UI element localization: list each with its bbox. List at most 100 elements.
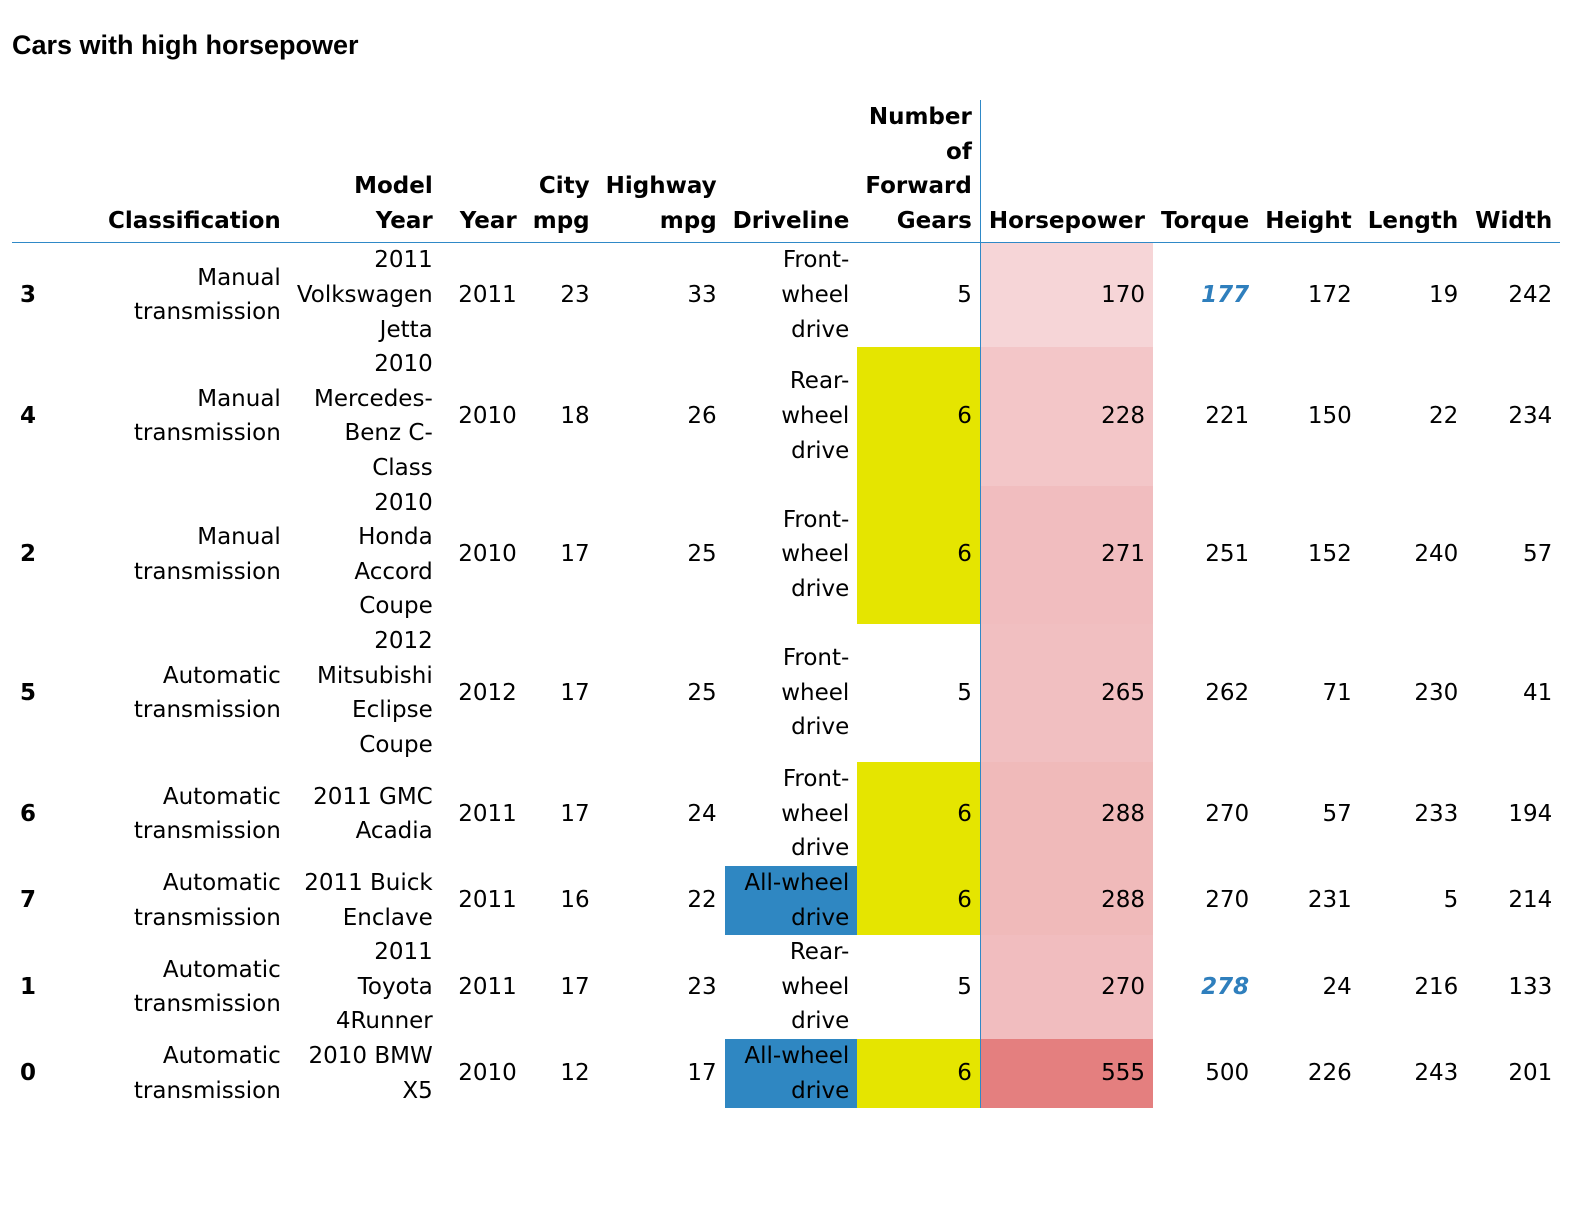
cell-year: 2011 [458,800,517,827]
table-row: 7 Automatic transmission 2011 Buick Enclav… [12,866,1560,936]
column-header-gears: Number of Forward Gears [857,100,981,244]
cell-highway-mpg: 23 [687,973,717,1000]
cell-gears: 6 [857,866,981,936]
cell-highway-mpg: 24 [687,800,717,827]
cell-model-year: 2011 Toyota 4Runner [335,939,433,1035]
cell-highway-mpg: 25 [687,679,717,706]
cell-year: 2012 [458,679,517,706]
column-header-height: Height [1257,100,1360,244]
cell-torque: 221 [1205,403,1250,430]
cell-horsepower: 288 [979,762,1153,867]
cell-torque: 177 [1153,243,1257,347]
column-header-classification: Classification [100,100,289,244]
row-index: 2 [20,541,37,568]
column-header-highway-mpg: Highway mpg [597,100,725,244]
cell-model-year: 2011 Buick Enclave [304,870,433,931]
cell-driveline: Front-wheel drive [781,506,850,603]
cell-gears: 6 [857,347,981,486]
cell-length: 240 [1414,541,1459,568]
cell-classification: Manual transmission [133,524,281,585]
cell-city-mpg: 23 [560,281,590,308]
table-row: 6 Automatic transmission 2011 GMC Acadia 20… [12,762,1560,867]
column-header-city-mpg: City mpg [524,100,598,244]
cell-horsepower: 265 [979,623,1153,763]
column-header-width: Width [1466,100,1561,244]
cell-height: 24 [1322,973,1352,1000]
cell-classification: Manual transmission [133,264,281,326]
column-header-model-year: Model Year [288,100,441,244]
cell-torque: 270 [1205,800,1250,827]
cell-model-year: 2010 BMW X5 [308,1043,433,1104]
cell-year: 2010 [458,403,517,430]
cell-torque: 270 [1205,887,1250,914]
cell-city-mpg: 17 [560,679,590,706]
table-row: 1 Automatic transmission 2011 Toyota 4Runn… [12,935,1560,1040]
row-index: 4 [20,403,37,430]
row-index: 1 [20,973,37,1000]
column-header-index [12,100,100,244]
cell-gears: 6 [857,1039,981,1109]
table-row: 3 Manual transmission 2011 Volkswagen Jett… [12,242,1560,348]
cell-length: 243 [1414,1060,1459,1087]
cell-model-year: 2011 Volkswagen Jetta [296,247,433,343]
cell-city-mpg: 17 [560,541,590,568]
cell-year: 2011 [458,887,517,914]
cell-city-mpg: 16 [560,887,590,914]
cell-gears: 6 [857,485,981,624]
torque-highlight-value: 177 [1201,281,1250,308]
cell-classification: Automatic transmission [133,662,281,724]
cell-driveline: All-wheel drive [724,1039,858,1109]
torque-highlight-value: 278 [1201,973,1250,1000]
cell-model-year: 2011 GMC Acadia [313,783,433,845]
cell-classification: Manual transmission [133,385,281,447]
cell-gears: 5 [957,973,972,1000]
cell-city-mpg: 18 [560,403,590,430]
cell-gears: 5 [957,679,972,706]
cell-height: 226 [1307,1060,1352,1087]
cell-width: 194 [1508,800,1553,827]
column-header-torque: Torque [1152,100,1258,244]
cell-length: 230 [1414,679,1459,706]
cell-year: 2010 [458,541,517,568]
cell-year: 2010 [458,1060,517,1087]
cell-highway-mpg: 17 [687,1060,717,1087]
cell-classification: Automatic transmission [133,1043,281,1104]
cell-city-mpg: 17 [560,800,590,827]
table-row: 2 Manual transmission 2010 Honda Accord Co… [12,485,1560,624]
cell-highway-mpg: 33 [687,281,717,308]
column-header-driveline: Driveline [724,100,858,244]
cell-highway-mpg: 25 [687,541,717,568]
cell-gears: 5 [957,281,972,308]
row-index: 7 [20,887,37,914]
cell-year: 2011 [458,973,517,1000]
cell-height: 71 [1322,679,1352,706]
cell-torque: 500 [1205,1060,1250,1087]
cell-width: 133 [1508,973,1553,1000]
cell-height: 172 [1307,281,1352,308]
cell-driveline: All-wheel drive [724,866,858,936]
cell-torque: 262 [1205,679,1250,706]
row-index: 0 [20,1060,37,1087]
cell-highway-mpg: 26 [687,403,717,430]
header-row: Classification Model Year Year City mpg … [12,100,1561,244]
row-index: 5 [20,679,37,706]
cell-length: 22 [1428,403,1459,430]
cell-width: 57 [1522,541,1553,568]
row-index: 6 [20,800,37,827]
table-row: 0 Automatic transmission 2010 BMW X5 2010 12… [12,1039,1560,1109]
cars-table: Classification Model Year Year City mpg … [12,100,1561,1109]
cell-horsepower: 555 [979,1039,1153,1109]
page-title: Cars with high horsepower [12,30,359,60]
cell-classification: Automatic transmission [133,783,281,845]
cell-model-year: 2012 Mitsubishi Eclipse Coupe [316,627,433,758]
cell-classification: Automatic transmission [133,956,281,1018]
cell-gears: 6 [857,762,981,867]
cell-height: 152 [1307,541,1352,568]
cell-length: 19 [1428,281,1459,308]
cell-height: 150 [1307,403,1352,430]
cell-height: 57 [1322,800,1352,827]
cell-model-year: 2010 Mercedes-Benz C-Class [313,351,433,481]
cell-driveline: Rear-wheel drive [781,368,850,464]
cell-horsepower: 170 [979,242,1153,348]
cell-width: 214 [1508,887,1553,914]
